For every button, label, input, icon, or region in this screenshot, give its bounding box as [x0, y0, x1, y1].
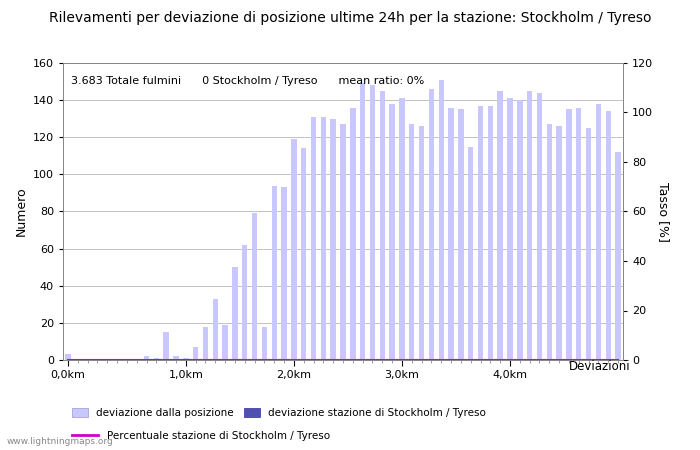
Bar — [262, 327, 267, 360]
Bar — [419, 126, 424, 360]
Bar — [232, 267, 237, 360]
Bar — [301, 148, 307, 360]
Bar — [153, 358, 159, 360]
Bar — [144, 356, 149, 360]
Bar — [183, 358, 188, 360]
Bar — [281, 187, 287, 360]
Text: www.lightningmaps.org: www.lightningmaps.org — [7, 436, 113, 446]
Bar — [576, 108, 582, 360]
Bar — [556, 126, 562, 360]
Bar — [321, 117, 326, 360]
Bar — [340, 124, 346, 360]
Bar — [223, 325, 228, 360]
Text: 3.683 Totale fulmini      0 Stockholm / Tyreso      mean ratio: 0%: 3.683 Totale fulmini 0 Stockholm / Tyres… — [71, 76, 424, 86]
Bar — [203, 327, 208, 360]
Bar — [586, 128, 592, 360]
Bar — [547, 124, 552, 360]
Bar — [272, 185, 277, 360]
Bar — [566, 109, 572, 360]
Bar — [360, 83, 365, 360]
Bar — [537, 93, 542, 360]
Bar — [389, 104, 395, 360]
Y-axis label: Numero: Numero — [14, 187, 27, 236]
Bar — [488, 106, 493, 360]
Bar — [65, 355, 71, 360]
Bar — [350, 108, 356, 360]
Bar — [438, 80, 444, 360]
Text: Rilevamenti per deviazione di posizione ultime 24h per la stazione: Stockholm / : Rilevamenti per deviazione di posizione … — [49, 11, 651, 25]
Bar — [311, 117, 316, 360]
Bar — [508, 98, 512, 360]
Bar — [498, 91, 503, 360]
Legend: deviazione dalla posizione, deviazione stazione di Stockholm / Tyreso: deviazione dalla posizione, deviazione s… — [68, 404, 491, 422]
Bar — [330, 119, 336, 360]
Bar — [596, 104, 601, 360]
Bar — [458, 109, 463, 360]
Bar — [409, 124, 414, 360]
Y-axis label: Tasso [%]: Tasso [%] — [657, 181, 670, 242]
Bar — [478, 106, 483, 360]
Bar — [291, 139, 297, 360]
Bar — [428, 89, 434, 360]
Bar — [174, 356, 178, 360]
Bar — [615, 152, 621, 360]
Legend: Percentuale stazione di Stockholm / Tyreso: Percentuale stazione di Stockholm / Tyre… — [68, 427, 334, 445]
Bar — [517, 100, 522, 360]
Bar — [468, 147, 473, 360]
Bar — [527, 91, 533, 360]
Bar — [370, 85, 375, 360]
Bar — [379, 91, 385, 360]
Bar — [242, 245, 248, 360]
Text: Deviazioni: Deviazioni — [568, 360, 630, 373]
Bar — [449, 108, 454, 360]
Bar — [606, 111, 611, 360]
Bar — [193, 347, 198, 360]
Bar — [399, 98, 405, 360]
Bar — [213, 299, 218, 360]
Bar — [164, 332, 169, 360]
Bar — [252, 213, 258, 360]
